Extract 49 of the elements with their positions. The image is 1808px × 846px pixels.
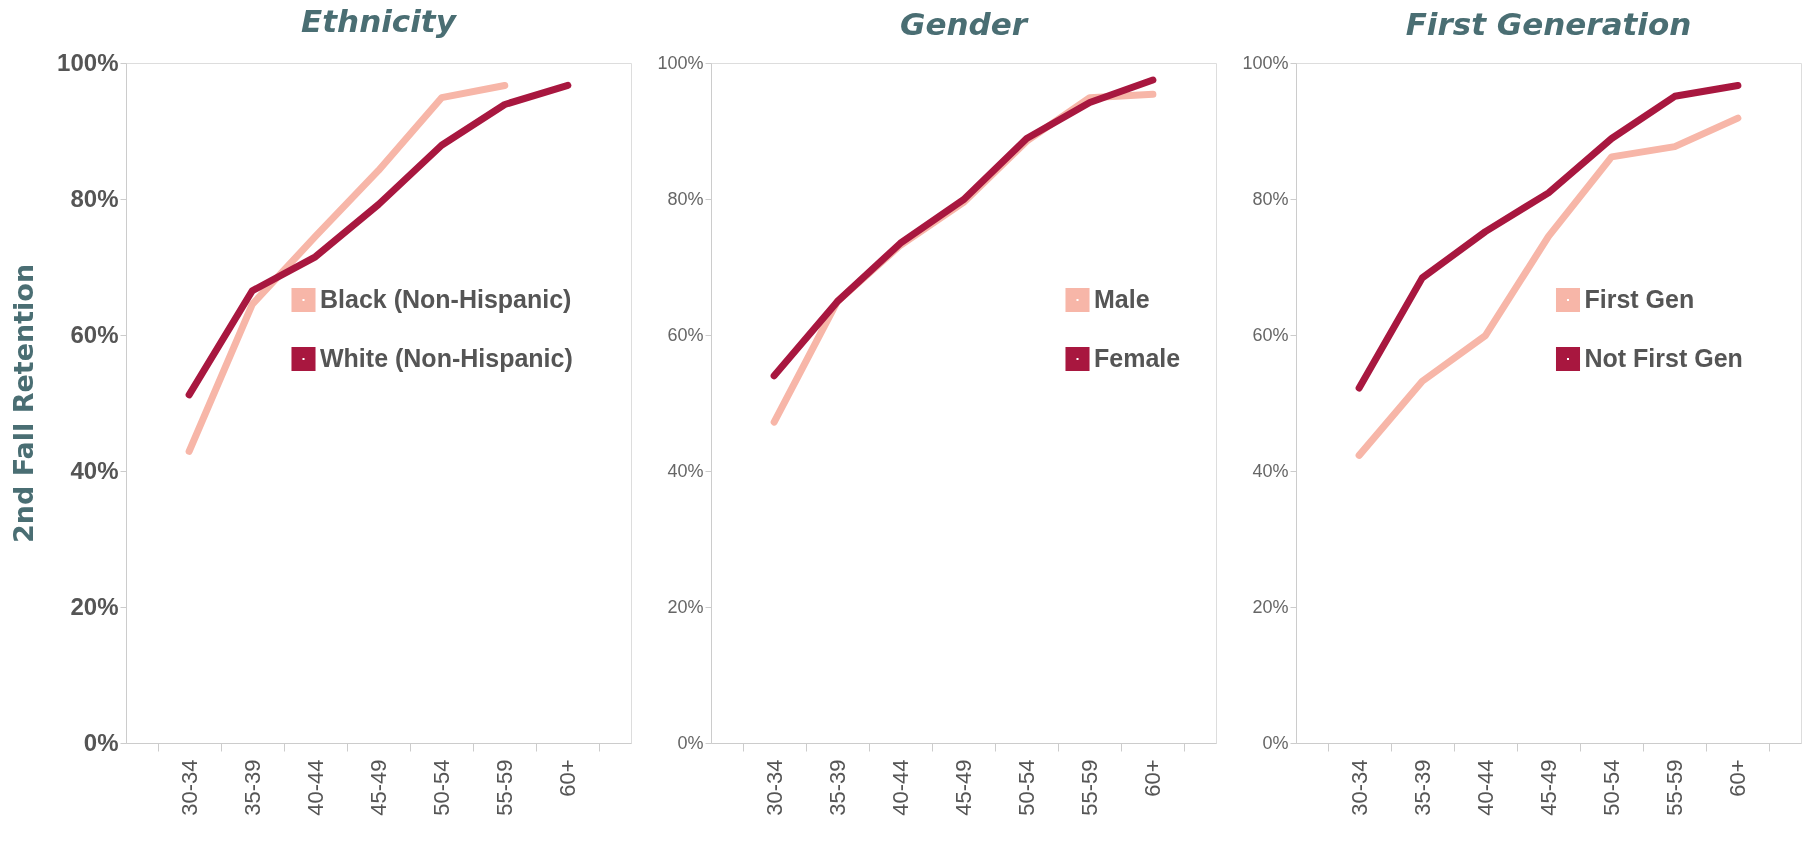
- y-tick-label: 60%: [1252, 324, 1289, 345]
- legend-label: Not First Gen: [1584, 343, 1743, 372]
- x-tick-label: 50-54: [429, 759, 455, 816]
- y-tick-label: 100%: [657, 52, 704, 73]
- legend-label: Male: [1094, 284, 1150, 313]
- y-tick-label: 0%: [677, 732, 704, 753]
- y-tick-label: 80%: [70, 184, 119, 212]
- x-tick-label: 40-44: [887, 759, 913, 816]
- y-tick-label: 40%: [1252, 460, 1289, 481]
- x-tick-label: 40-44: [302, 759, 328, 816]
- x-tick-label: 60+: [555, 759, 581, 797]
- y-tick-label: 40%: [667, 460, 704, 481]
- x-tick-label: 50-54: [1599, 759, 1625, 816]
- y-tick-label: 20%: [70, 592, 119, 620]
- y-tick-label: 40%: [70, 456, 119, 484]
- legend-label: Female: [1094, 343, 1181, 372]
- y-tick-label: 80%: [667, 188, 704, 209]
- x-tick-label: 35-39: [1409, 759, 1435, 816]
- x-tick-label: 40-44: [1472, 759, 1498, 816]
- y-tick-label: 0%: [1262, 732, 1289, 753]
- y-tick-label: 100%: [57, 48, 119, 76]
- legend-label: First Gen: [1584, 284, 1695, 313]
- y-axis-title: 2nd Fall Retention: [8, 263, 40, 544]
- y-tick-label: 20%: [1252, 596, 1289, 617]
- y-tick-label: 20%: [667, 596, 704, 617]
- x-tick-label: 60+: [1140, 759, 1166, 797]
- x-tick-label: 30-34: [1346, 759, 1372, 816]
- x-tick-label: 30-34: [176, 759, 202, 816]
- legend-label: Black (Non-Hispanic): [320, 284, 572, 313]
- y-tick-label: 0%: [83, 728, 119, 756]
- x-tick-label: 45-49: [366, 759, 391, 816]
- chart-title: Gender: [899, 6, 1029, 42]
- legend-label: White (Non-Hispanic): [320, 343, 573, 372]
- x-tick-label: 35-39: [239, 759, 265, 816]
- x-tick-label: 45-49: [951, 759, 976, 816]
- chart-title: Ethnicity: [301, 3, 458, 39]
- x-tick-label: 30-34: [761, 759, 787, 816]
- y-tick-label: 60%: [70, 320, 119, 348]
- x-tick-label: 45-49: [1536, 759, 1561, 816]
- x-tick-label: 60+: [1725, 759, 1751, 797]
- x-tick-label: 35-39: [824, 759, 850, 816]
- y-tick-label: 80%: [1252, 188, 1289, 209]
- chart-title: First Generation: [1405, 6, 1692, 42]
- y-tick-label: 60%: [667, 324, 704, 345]
- x-tick-label: 50-54: [1014, 759, 1040, 816]
- x-tick-label: 55-59: [1077, 759, 1103, 816]
- x-tick-label: 55-59: [1662, 759, 1688, 816]
- x-tick-label: 55-59: [492, 759, 518, 816]
- y-tick-label: 100%: [1242, 52, 1289, 73]
